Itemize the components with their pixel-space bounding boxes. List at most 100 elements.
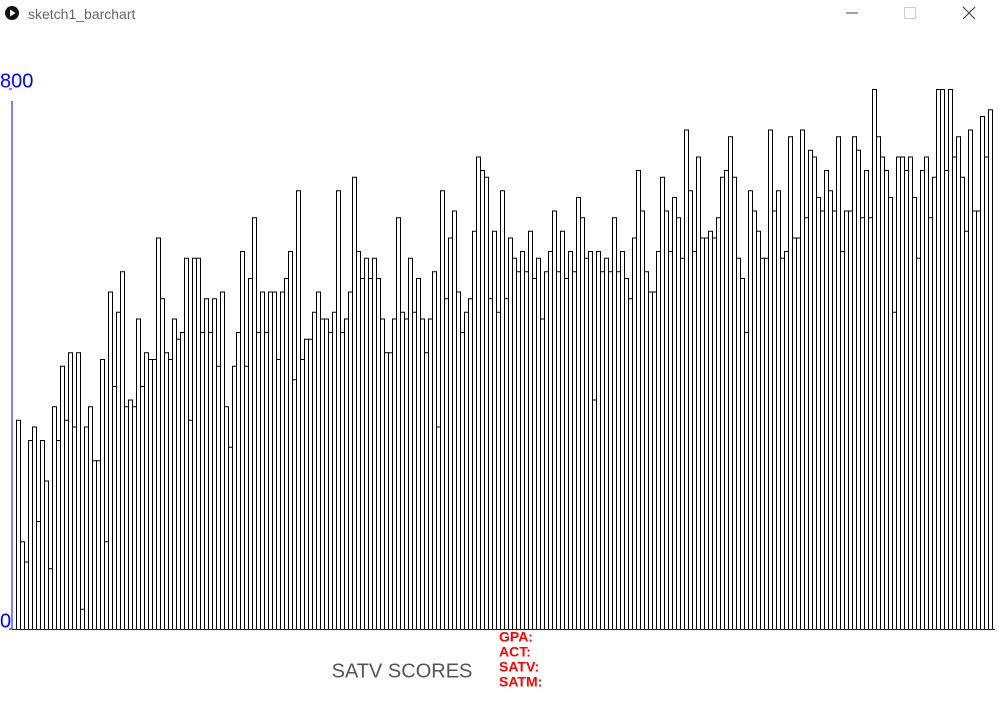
bar	[36, 521, 41, 630]
bar	[836, 136, 841, 630]
bar	[280, 291, 285, 630]
maximize-button[interactable]	[904, 7, 916, 19]
bar	[736, 257, 741, 630]
bar	[752, 210, 757, 630]
bar	[256, 332, 261, 630]
bar	[388, 352, 393, 630]
bar	[48, 568, 53, 630]
bar	[204, 298, 209, 630]
bar	[952, 156, 957, 630]
info-label: SATM:	[499, 674, 542, 690]
bar	[852, 136, 857, 630]
bar	[468, 298, 473, 630]
bar	[156, 237, 161, 630]
bar	[332, 311, 337, 630]
bar	[456, 291, 461, 630]
bar	[136, 318, 141, 630]
bar	[188, 419, 193, 630]
bar	[572, 271, 577, 630]
bar	[652, 291, 657, 630]
bar	[224, 406, 229, 630]
bar	[272, 291, 277, 630]
bar	[276, 359, 281, 630]
bar	[576, 197, 581, 630]
bar	[164, 352, 169, 630]
bar	[768, 129, 773, 630]
bar	[284, 278, 289, 630]
bar	[948, 89, 953, 630]
bar	[512, 257, 517, 630]
bar	[300, 359, 305, 630]
close-button[interactable]	[962, 6, 976, 20]
bar	[372, 257, 377, 630]
bar	[296, 190, 301, 630]
bar	[340, 332, 345, 630]
bar	[364, 257, 369, 630]
bar	[928, 217, 933, 630]
bar	[480, 170, 485, 630]
bar	[244, 365, 249, 630]
bar	[152, 359, 157, 630]
bar	[740, 278, 745, 630]
bar	[100, 359, 105, 630]
info-label: SATV:	[499, 659, 539, 675]
bar	[720, 176, 725, 630]
bar	[88, 406, 93, 630]
bar	[172, 318, 177, 630]
bar	[60, 365, 65, 630]
bar	[704, 237, 709, 630]
bar	[240, 251, 245, 630]
bar	[556, 271, 561, 630]
bar	[200, 332, 205, 630]
bar	[476, 156, 481, 630]
bar	[424, 352, 429, 630]
bar	[924, 156, 929, 630]
bar	[568, 251, 573, 630]
bar	[792, 237, 797, 630]
bar	[448, 237, 453, 630]
bar	[472, 230, 477, 630]
bar	[536, 257, 541, 630]
bar	[160, 298, 165, 630]
bar	[624, 278, 629, 630]
bar	[544, 271, 549, 630]
info-label: GPA:	[499, 629, 533, 645]
bar	[428, 318, 433, 630]
bar	[404, 318, 409, 630]
bar	[24, 561, 29, 630]
bar	[348, 291, 353, 630]
bar	[804, 217, 809, 630]
bar	[784, 251, 789, 630]
bar	[600, 271, 605, 630]
bar	[872, 89, 877, 630]
bar	[888, 197, 893, 630]
bar	[76, 352, 81, 630]
bar	[72, 426, 77, 630]
bar	[16, 419, 21, 630]
bar	[80, 608, 85, 630]
bar	[436, 426, 441, 630]
bar	[304, 338, 309, 630]
bar	[864, 170, 869, 630]
app-icon-play	[10, 9, 16, 17]
bar	[664, 210, 669, 630]
bar	[228, 446, 233, 630]
bar	[620, 251, 625, 630]
bar	[912, 197, 917, 630]
bar	[724, 170, 729, 630]
title-bar: sketch1_barchart	[0, 0, 999, 28]
bar	[860, 217, 865, 630]
bar	[980, 116, 985, 630]
bar	[20, 541, 25, 630]
bar	[588, 251, 593, 630]
bar	[396, 217, 401, 630]
bar	[608, 271, 613, 630]
bar	[808, 149, 813, 630]
bar	[120, 271, 125, 630]
bar	[880, 156, 885, 630]
bar	[460, 332, 465, 630]
bar	[644, 271, 649, 630]
bar	[308, 338, 313, 630]
bar	[440, 190, 445, 630]
